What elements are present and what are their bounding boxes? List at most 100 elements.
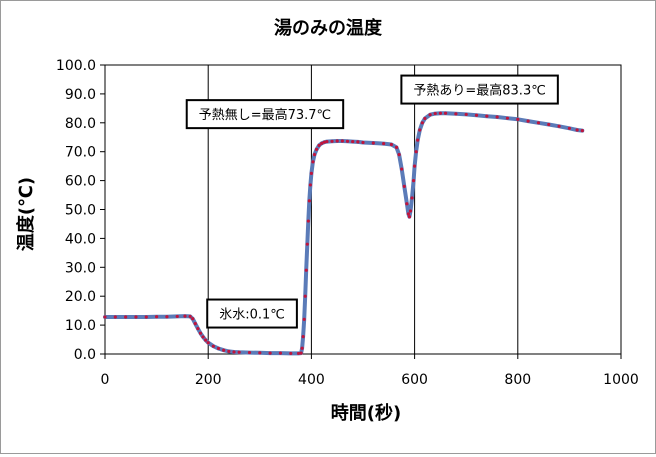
data-point bbox=[505, 116, 510, 120]
data-point bbox=[416, 138, 420, 142]
data-point bbox=[567, 126, 572, 130]
annotation-box bbox=[400, 74, 559, 105]
data-point bbox=[303, 294, 307, 298]
data-point bbox=[300, 346, 304, 350]
x-tick-label: 200 bbox=[195, 372, 222, 388]
data-point bbox=[414, 150, 418, 154]
y-tick-label: 10.0 bbox=[65, 318, 96, 334]
data-point bbox=[438, 111, 442, 115]
data-point bbox=[345, 139, 350, 143]
data-point bbox=[400, 167, 404, 171]
data-point bbox=[312, 152, 317, 157]
data-point bbox=[389, 142, 393, 147]
data-point bbox=[304, 268, 308, 272]
data-point bbox=[464, 112, 468, 117]
data-point bbox=[454, 112, 458, 116]
y-tick-label: 30.0 bbox=[65, 260, 96, 276]
data-point bbox=[201, 335, 205, 339]
y-tick-label: 90.0 bbox=[65, 87, 96, 103]
data-point bbox=[317, 143, 321, 147]
data-point bbox=[335, 139, 339, 143]
data-point bbox=[191, 317, 195, 321]
data-point bbox=[433, 111, 437, 116]
annotation-callout: 予熱あり=最高83.3℃ bbox=[400, 74, 559, 105]
data-point bbox=[206, 341, 210, 345]
data-point bbox=[296, 351, 301, 356]
data-point bbox=[580, 129, 584, 133]
data-point bbox=[516, 117, 520, 121]
data-point bbox=[526, 119, 530, 123]
data-point bbox=[428, 113, 432, 117]
y-tick-label: 60.0 bbox=[65, 174, 96, 190]
data-point bbox=[407, 215, 412, 219]
plot-area: 0 200 400 600 800 1000 0.0 10.0 20.0 30.0 40.0 50.0… bbox=[56, 58, 639, 388]
chart-title: 湯のみの温度 bbox=[274, 17, 383, 39]
data-point bbox=[307, 199, 311, 203]
plot-frame bbox=[104, 64, 622, 355]
y-axis-title: 温度(℃) bbox=[15, 177, 37, 251]
data-point bbox=[134, 315, 138, 319]
data-point bbox=[193, 322, 197, 326]
data-point bbox=[325, 139, 329, 144]
data-point bbox=[175, 314, 179, 319]
data-point bbox=[420, 121, 424, 125]
data-point bbox=[237, 350, 241, 354]
data-point bbox=[227, 349, 231, 353]
data-point bbox=[340, 139, 344, 143]
data-point bbox=[302, 317, 306, 321]
data-point bbox=[222, 348, 226, 352]
y-tick-label: 100.0 bbox=[56, 58, 96, 74]
data-point bbox=[330, 139, 334, 143]
data-point bbox=[216, 346, 221, 351]
data-point bbox=[188, 314, 192, 319]
data-point bbox=[155, 315, 159, 319]
data-point bbox=[371, 141, 375, 145]
data-point bbox=[382, 142, 386, 146]
data-point bbox=[278, 351, 283, 355]
data-point bbox=[536, 121, 541, 125]
data-point bbox=[394, 145, 399, 149]
data-point bbox=[289, 351, 293, 356]
data-point bbox=[183, 314, 187, 318]
y-tick-label: 0.0 bbox=[74, 347, 96, 363]
data-point bbox=[402, 184, 406, 188]
annotation-callout: 予熱無し=最高73.7℃ bbox=[185, 99, 345, 130]
annotation-text: 予熱あり=最高83.3℃ bbox=[413, 83, 545, 99]
data-point bbox=[351, 139, 355, 144]
data-point bbox=[308, 183, 312, 187]
data-point bbox=[320, 141, 324, 145]
data-point bbox=[306, 219, 310, 223]
data-point bbox=[309, 171, 313, 175]
x-tick-label: 1000 bbox=[603, 372, 639, 388]
data-point bbox=[311, 160, 315, 164]
data-point bbox=[124, 315, 128, 319]
data-point bbox=[547, 122, 551, 127]
data-point bbox=[305, 242, 309, 246]
data-point bbox=[299, 351, 303, 355]
data-point bbox=[575, 128, 579, 132]
data-point bbox=[198, 331, 203, 335]
data-point bbox=[258, 351, 262, 355]
annotation-box bbox=[206, 298, 298, 329]
y-tick-label: 80.0 bbox=[65, 116, 96, 132]
y-tick-label: 40.0 bbox=[65, 231, 96, 247]
data-point bbox=[408, 209, 413, 213]
y-tick-label: 20.0 bbox=[65, 289, 96, 305]
x-tick-label: 400 bbox=[298, 372, 325, 388]
annotation-text: 予熱無し=最高73.7℃ bbox=[199, 107, 331, 123]
data-point bbox=[232, 350, 236, 354]
x-axis-title: 時間(秒) bbox=[331, 402, 401, 424]
data-point bbox=[165, 315, 169, 319]
y-tick-label: 70.0 bbox=[65, 145, 96, 161]
data-point bbox=[557, 124, 561, 128]
data-point bbox=[268, 351, 272, 355]
data-point bbox=[144, 315, 148, 319]
data-point bbox=[103, 315, 107, 319]
data-point bbox=[361, 140, 365, 145]
data-point bbox=[406, 212, 411, 216]
data-point bbox=[356, 140, 360, 144]
data-point bbox=[204, 338, 208, 342]
x-tick-label: 0 bbox=[101, 372, 110, 388]
data-point bbox=[397, 152, 401, 157]
